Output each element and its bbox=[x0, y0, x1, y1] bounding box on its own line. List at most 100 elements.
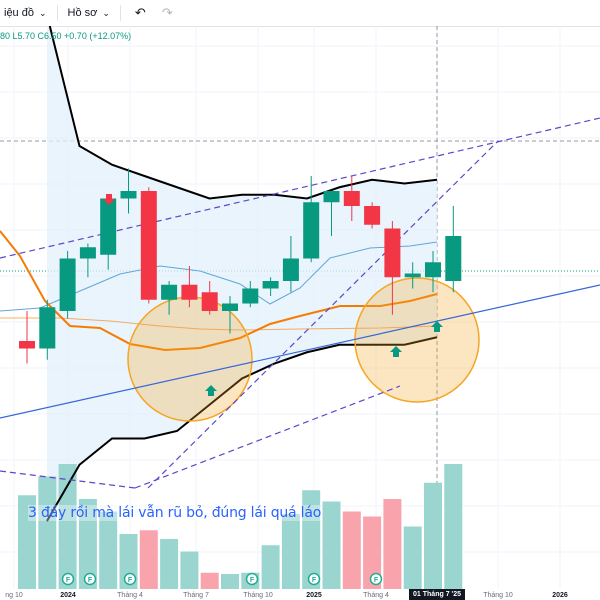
candle-body bbox=[242, 288, 259, 304]
earnings-marker-label: F bbox=[88, 577, 93, 584]
volume-bar bbox=[38, 476, 57, 589]
earnings-marker-label: F bbox=[312, 577, 317, 584]
bottom-highlight-circle bbox=[354, 277, 480, 403]
toolbar-divider bbox=[119, 5, 121, 21]
earnings-marker-icon bbox=[307, 572, 321, 586]
earnings-marker-label: F bbox=[66, 577, 71, 584]
slow-moving-average-line bbox=[0, 317, 438, 331]
support-trend-line bbox=[0, 284, 600, 419]
candle-body bbox=[100, 198, 117, 255]
bottom-highlight-circle bbox=[127, 296, 253, 422]
volume-bar bbox=[322, 501, 341, 589]
volume-bar bbox=[200, 572, 219, 589]
candle-body bbox=[343, 191, 360, 206]
axis-label: 2025 bbox=[306, 592, 322, 599]
candle-body bbox=[222, 303, 238, 311]
axis-label: Tháng 7 bbox=[183, 592, 209, 599]
candle-body bbox=[262, 281, 279, 289]
chevron-down-icon: ⌄ bbox=[102, 7, 110, 18]
volume-bar bbox=[342, 511, 361, 589]
buy-arrow-icon bbox=[431, 321, 443, 332]
earnings-marker-label: F bbox=[128, 577, 133, 584]
candle-body bbox=[404, 273, 421, 278]
bollinger-band-fill bbox=[47, 26, 437, 521]
axis-label: 2024 bbox=[60, 592, 76, 599]
candle-body bbox=[425, 262, 441, 278]
candle-body bbox=[445, 236, 462, 281]
time-axis[interactable]: ng 10 2024 Tháng 4 Tháng 7 Tháng 10 2025… bbox=[0, 589, 600, 600]
volume-bar bbox=[261, 545, 280, 589]
volume-bar bbox=[403, 526, 422, 589]
volume-bar bbox=[139, 530, 158, 589]
bollinger-upper-line bbox=[48, 26, 438, 200]
candlesticks bbox=[19, 168, 462, 364]
volume-bar bbox=[302, 490, 321, 589]
projection-line bbox=[147, 140, 499, 489]
candle-body bbox=[161, 284, 178, 300]
candle-body bbox=[79, 247, 96, 259]
axis-label: Tháng 4 bbox=[117, 592, 143, 599]
volume-bar bbox=[444, 464, 463, 589]
axis-label: Tháng 10 bbox=[243, 592, 273, 599]
undo-icon[interactable]: ↶ bbox=[134, 5, 146, 20]
toolbar-divider bbox=[56, 5, 58, 21]
candle-body bbox=[120, 191, 137, 199]
chart-type-menu-label: iệu đồ bbox=[4, 7, 34, 19]
upper-channel-line bbox=[0, 117, 600, 259]
profile-menu[interactable]: Hồ sơ ⌄ bbox=[64, 0, 114, 26]
volume-bar bbox=[99, 511, 118, 589]
earnings-marker-icon bbox=[83, 572, 97, 586]
candle-body bbox=[39, 307, 56, 349]
axis-label: Tháng 10 bbox=[483, 592, 513, 599]
chart-toolbar: iệu đồ ⌄ Hồ sơ ⌄ ↶ ↷ bbox=[0, 0, 600, 27]
bottom-highlight-circles bbox=[127, 277, 480, 422]
trend-lines bbox=[0, 117, 600, 489]
sell-arrow-icon bbox=[103, 194, 115, 205]
candle-body bbox=[282, 258, 299, 281]
candle-body bbox=[323, 191, 340, 203]
volume-bar bbox=[58, 464, 77, 589]
profile-menu-label: Hồ sơ bbox=[67, 7, 98, 19]
earnings-marker-label: F bbox=[250, 577, 255, 584]
chevron-down-icon: ⌄ bbox=[38, 7, 47, 18]
earnings-marker-label: F bbox=[374, 577, 379, 584]
crosshair-date-label: 01 Tháng 7 '25 bbox=[409, 589, 465, 600]
volume-bar bbox=[281, 514, 300, 589]
volume-bar bbox=[383, 499, 402, 589]
volume-bar bbox=[424, 482, 442, 589]
candle-body bbox=[140, 191, 157, 300]
axis-label: 2026 bbox=[552, 592, 568, 599]
axis-label: Tháng 4 bbox=[363, 592, 389, 599]
redo-icon[interactable]: ↷ bbox=[161, 5, 173, 20]
volume-bar bbox=[221, 574, 239, 589]
lower-channel-line bbox=[0, 470, 136, 489]
candle-body bbox=[181, 284, 198, 300]
volume-bar bbox=[363, 516, 382, 589]
bollinger-lower-line bbox=[46, 336, 438, 522]
axis-label: ng 10 bbox=[5, 592, 23, 599]
buy-arrow-icon bbox=[205, 385, 217, 396]
chart-type-menu[interactable]: iệu đồ ⌄ bbox=[0, 0, 51, 26]
lower-channel-line bbox=[134, 385, 401, 489]
candle-body bbox=[384, 228, 401, 278]
volume-bars bbox=[18, 464, 463, 589]
ohlc-readout: 80 L5.70 C6.50 +0.70 (+12.07%) bbox=[0, 31, 132, 41]
bollinger-fill bbox=[47, 26, 437, 521]
candle-body bbox=[201, 292, 218, 311]
earnings-marker-icon bbox=[61, 572, 75, 586]
volume-bar bbox=[180, 551, 199, 589]
candle-body bbox=[59, 258, 76, 311]
earnings-marker-icon bbox=[369, 572, 383, 586]
chart-annotation-text: 3 đáy rồi mà lái vẫn rũ bỏ, đúng lái quá… bbox=[28, 505, 322, 521]
volume-bar bbox=[160, 539, 179, 589]
candle-body bbox=[19, 341, 35, 349]
bollinger-middle-line bbox=[0, 241, 438, 312]
earnings-marker-icon bbox=[245, 572, 259, 586]
earnings-marker-icon bbox=[123, 572, 137, 586]
candle-body bbox=[303, 202, 320, 259]
buy-arrow-icon bbox=[390, 346, 402, 357]
volume-bar bbox=[78, 499, 97, 589]
candle-body bbox=[364, 206, 381, 225]
